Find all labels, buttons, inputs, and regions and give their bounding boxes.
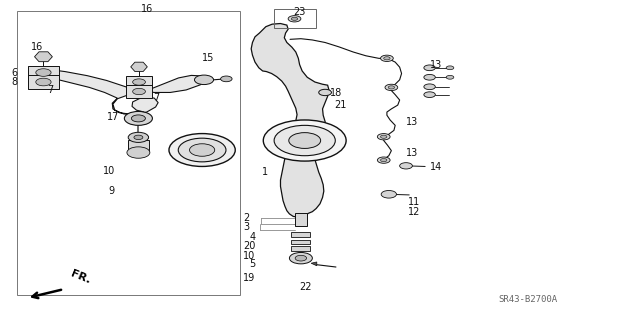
Text: 20: 20 (243, 241, 255, 251)
Circle shape (289, 133, 321, 148)
Circle shape (424, 74, 435, 80)
Circle shape (179, 138, 226, 162)
Circle shape (385, 84, 397, 91)
Circle shape (378, 134, 390, 140)
Circle shape (263, 120, 346, 161)
Text: 15: 15 (202, 53, 214, 63)
Text: 2: 2 (244, 213, 250, 223)
Text: SR43-B2700A: SR43-B2700A (499, 295, 557, 304)
Circle shape (124, 111, 152, 125)
Text: 10: 10 (102, 166, 115, 175)
Text: 16: 16 (141, 4, 153, 14)
Circle shape (289, 252, 312, 264)
Circle shape (388, 86, 394, 89)
Text: 3: 3 (244, 222, 250, 233)
Text: 13: 13 (406, 116, 419, 127)
Text: 6: 6 (11, 68, 17, 78)
Circle shape (221, 76, 232, 82)
Bar (28, 66, 59, 79)
Text: 22: 22 (300, 282, 312, 292)
Bar (294, 213, 307, 226)
Circle shape (424, 92, 435, 98)
Text: 19: 19 (243, 273, 255, 283)
Bar (291, 232, 310, 237)
Circle shape (399, 163, 412, 169)
Polygon shape (131, 62, 147, 71)
Bar (291, 246, 310, 250)
Text: 9: 9 (109, 186, 115, 196)
Text: 7: 7 (47, 85, 54, 95)
Circle shape (128, 132, 148, 142)
Circle shape (295, 255, 307, 261)
Circle shape (381, 159, 387, 162)
Circle shape (446, 66, 454, 70)
Circle shape (381, 55, 394, 62)
Circle shape (189, 144, 214, 156)
Text: 18: 18 (330, 88, 342, 98)
Bar (17, 11, 241, 295)
Bar (28, 75, 59, 89)
Circle shape (384, 57, 390, 60)
Circle shape (131, 115, 145, 122)
Circle shape (424, 65, 435, 70)
Polygon shape (35, 52, 52, 62)
Text: 13: 13 (406, 148, 419, 158)
Circle shape (378, 157, 390, 163)
Text: 16: 16 (31, 42, 44, 52)
Text: 4: 4 (250, 232, 255, 242)
Bar (125, 85, 152, 98)
Text: 13: 13 (429, 60, 442, 70)
Circle shape (36, 78, 51, 86)
Text: 10: 10 (243, 251, 255, 261)
Text: 14: 14 (429, 162, 442, 172)
Bar (274, 9, 316, 28)
Circle shape (132, 88, 145, 95)
Polygon shape (311, 262, 317, 266)
Text: 7: 7 (153, 93, 159, 103)
Text: 11: 11 (408, 197, 420, 207)
Text: FR.: FR. (69, 269, 92, 286)
Bar (128, 140, 148, 152)
Bar (125, 76, 152, 88)
Circle shape (127, 147, 150, 158)
Circle shape (169, 134, 236, 167)
Circle shape (134, 135, 143, 140)
Circle shape (195, 75, 214, 85)
Circle shape (381, 135, 387, 138)
Text: 21: 21 (335, 100, 347, 110)
Polygon shape (41, 69, 207, 115)
Text: 1: 1 (262, 167, 268, 177)
Bar (291, 240, 310, 244)
Circle shape (381, 190, 396, 198)
Circle shape (288, 16, 301, 22)
Circle shape (291, 17, 298, 20)
Text: 5: 5 (250, 259, 255, 270)
Polygon shape (251, 24, 329, 217)
Circle shape (132, 79, 145, 85)
Circle shape (424, 84, 435, 90)
Circle shape (446, 75, 454, 79)
Circle shape (319, 89, 332, 96)
Text: 12: 12 (408, 207, 420, 217)
Text: 17: 17 (106, 112, 119, 122)
Text: 8: 8 (11, 77, 17, 87)
Circle shape (274, 125, 335, 156)
Circle shape (36, 69, 51, 76)
Text: 23: 23 (293, 7, 306, 18)
